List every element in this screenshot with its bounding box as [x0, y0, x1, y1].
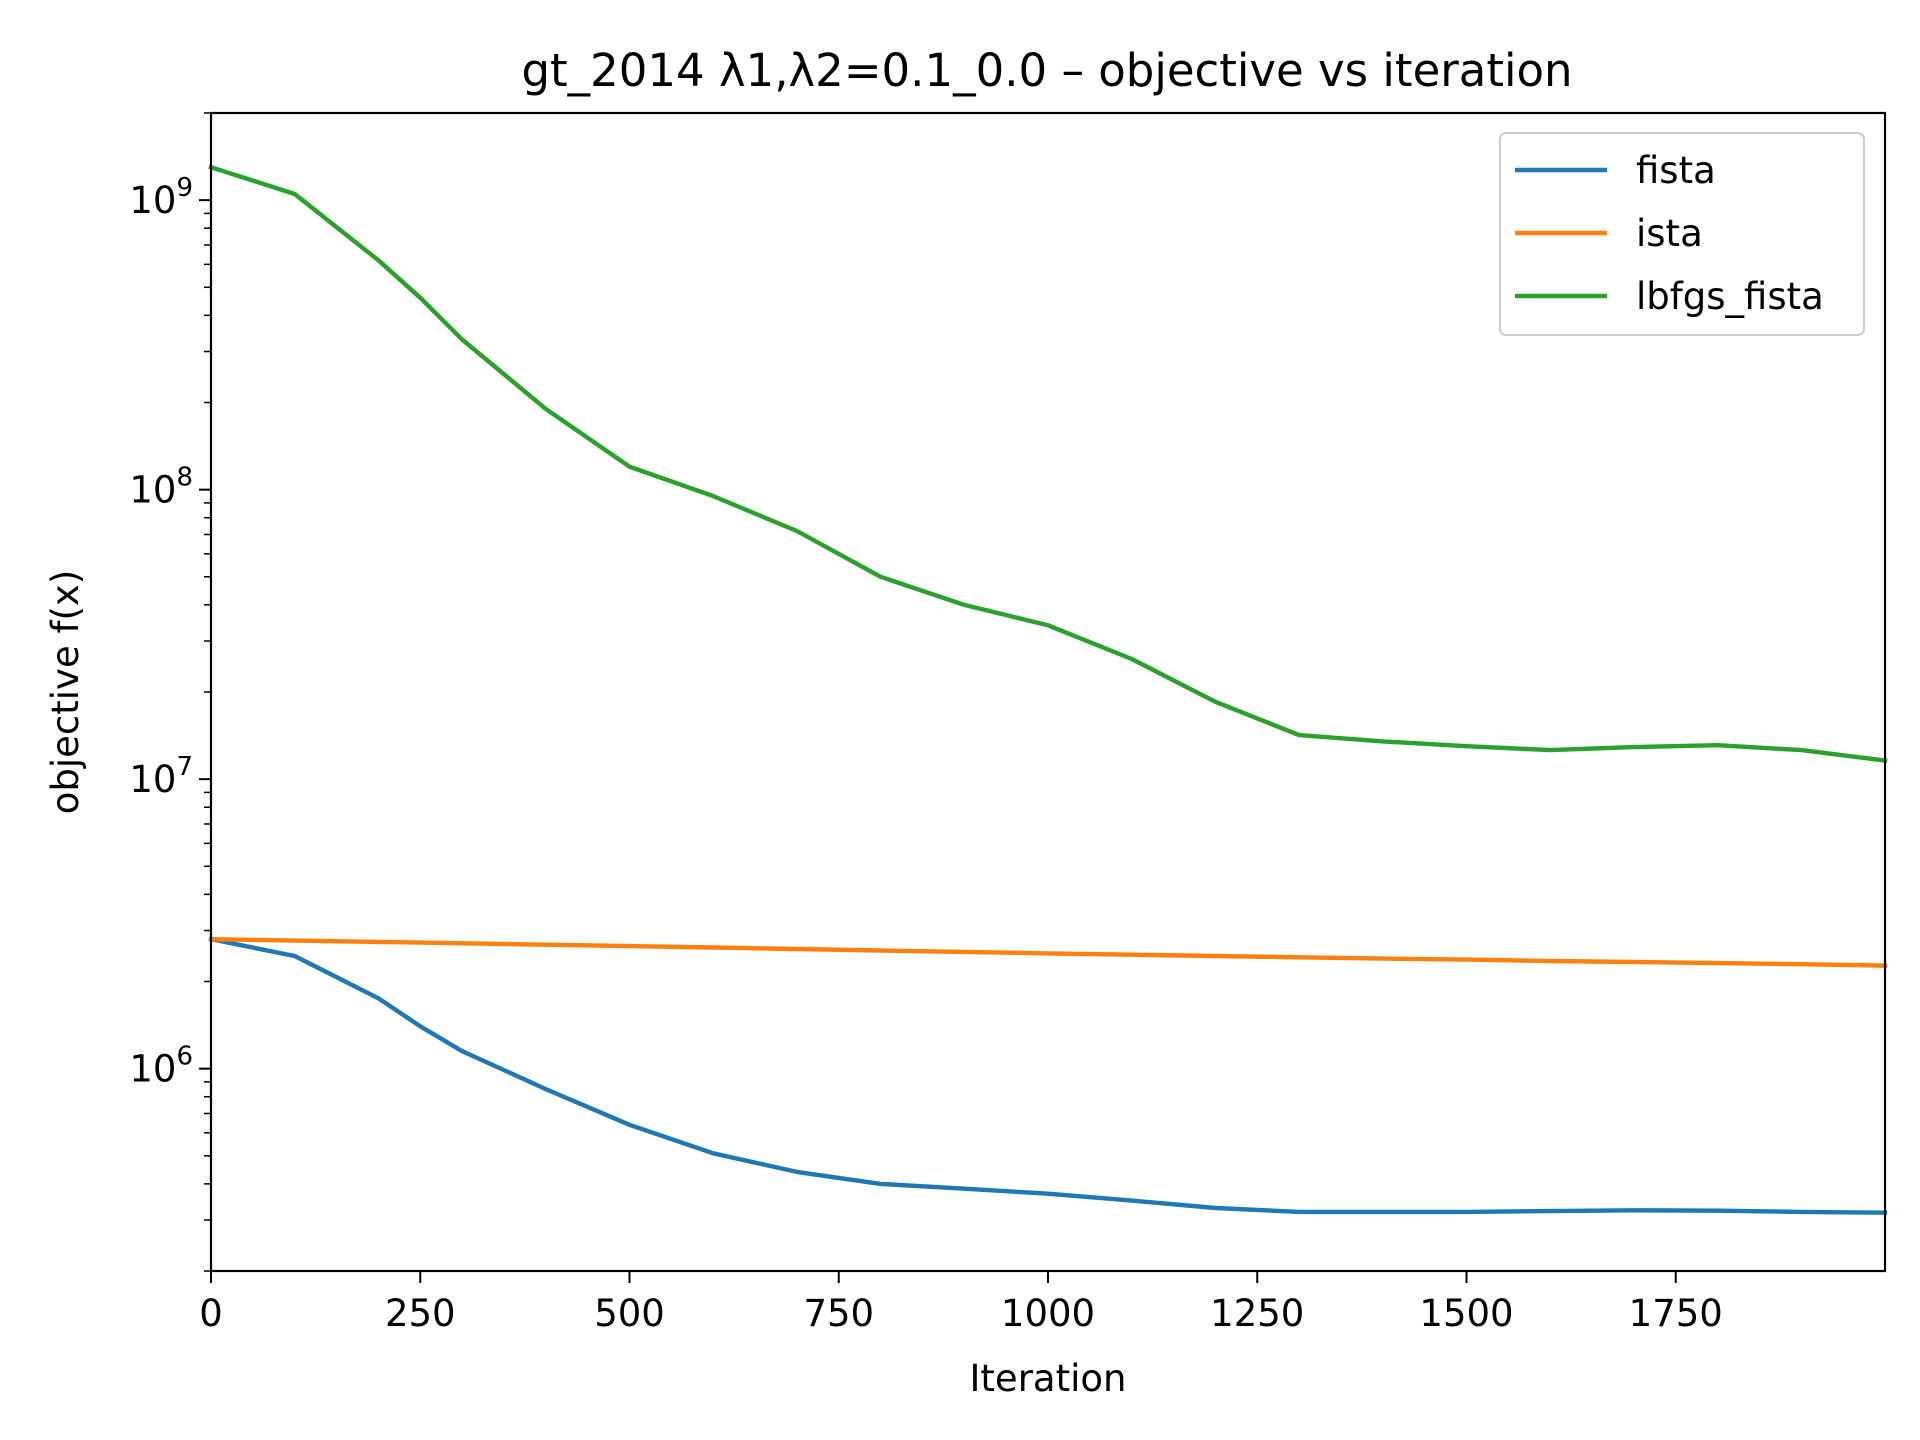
legend-box — [1499, 132, 1865, 336]
series-lines — [208, 164, 1888, 1215]
x-tick-label: 0 — [199, 1292, 223, 1335]
legend-label-ista: ista — [1636, 212, 1703, 255]
x-tick-label: 250 — [385, 1292, 456, 1335]
y-tick-label: 109 — [129, 173, 193, 222]
series-line-ista — [208, 936, 1888, 968]
y-axis-ticks: 106 107 108 109 — [129, 112, 211, 1272]
x-tick-label: 750 — [803, 1292, 874, 1335]
x-tick-label: 1250 — [1210, 1292, 1304, 1335]
legend-items: fista ista lbfgs_fista — [1515, 149, 1824, 318]
x-tick-label: 1500 — [1419, 1292, 1513, 1335]
legend: fista ista lbfgs_fista — [1499, 132, 1865, 336]
y-axis-label: objective f(x) — [44, 570, 87, 815]
y-tick-label: 108 — [129, 463, 193, 512]
series-line-lbfgs-fista — [208, 164, 1888, 763]
x-tick-label: 1000 — [1001, 1292, 1095, 1335]
series-line-fista — [208, 936, 1888, 1215]
legend-label-lbfgs-fista: lbfgs_fista — [1636, 275, 1824, 318]
x-axis-label: Iteration — [970, 1357, 1127, 1400]
x-tick-label: 1750 — [1629, 1292, 1723, 1335]
x-axis-ticks: 0 250 500 750 1000 1250 1500 1750 — [199, 1271, 1723, 1335]
chart-title: gt_2014 λ1,λ2=0.1_0.0 – objective vs ite… — [521, 44, 1572, 97]
legend-label-fista: fista — [1636, 149, 1716, 192]
y-tick-label: 107 — [129, 752, 193, 801]
y-tick-label: 106 — [129, 1042, 193, 1091]
x-tick-label: 500 — [594, 1292, 665, 1335]
